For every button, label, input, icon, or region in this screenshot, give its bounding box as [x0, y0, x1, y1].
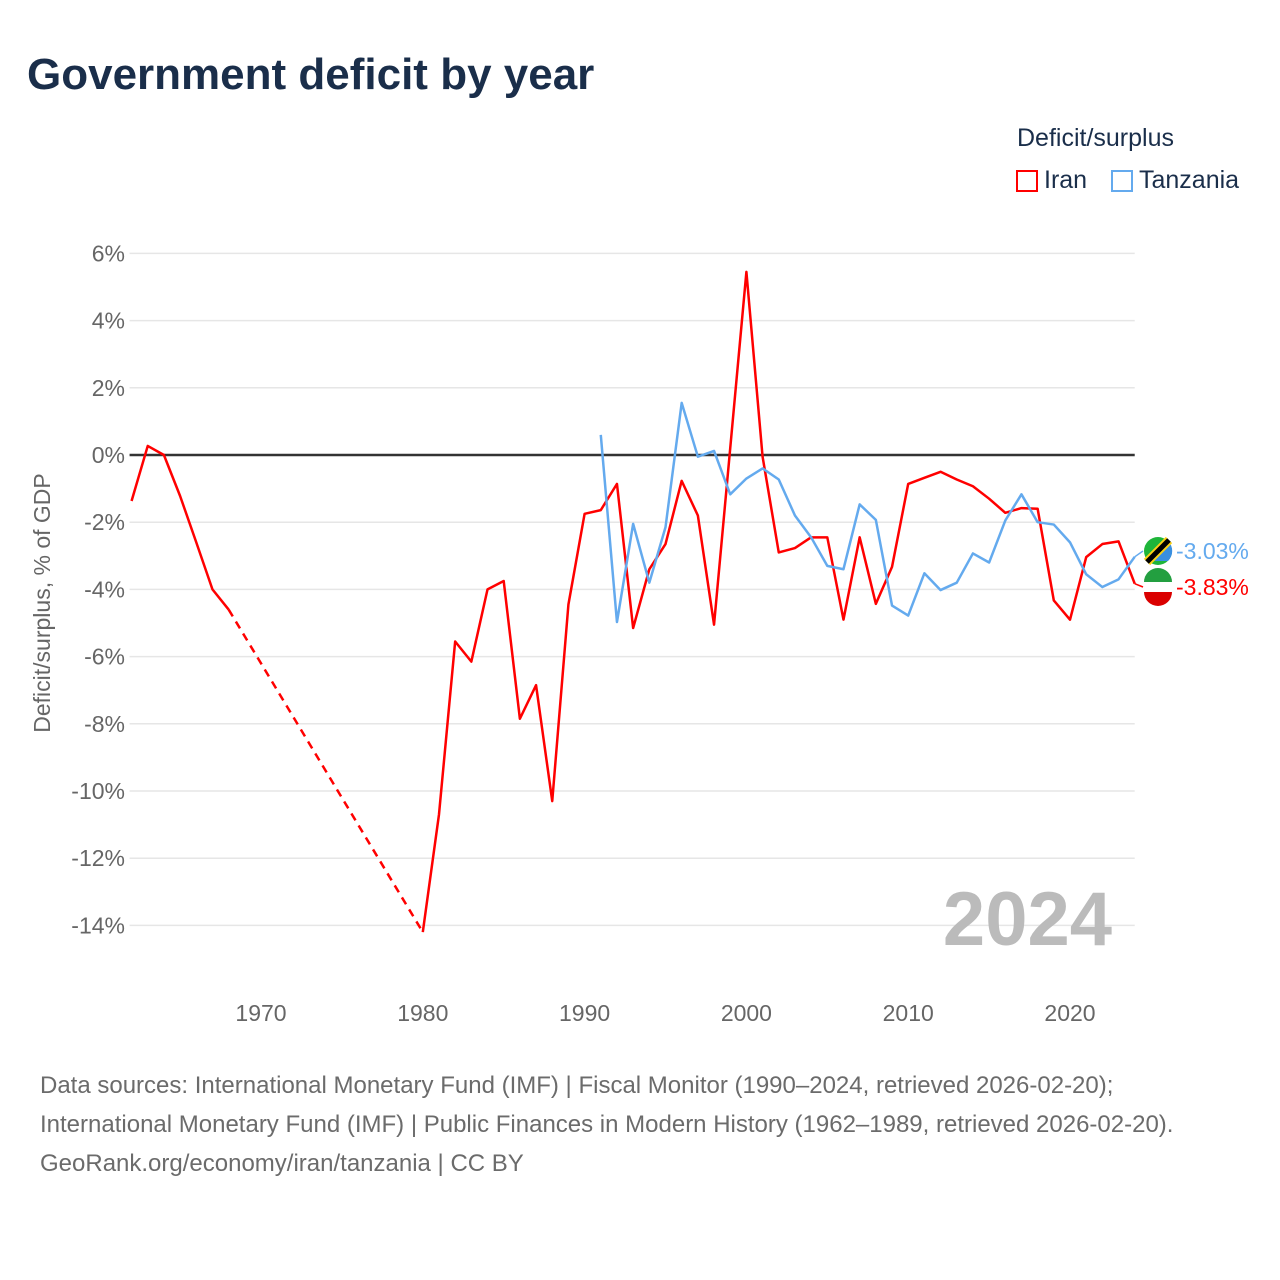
series-line-tanzania — [599, 401, 1136, 624]
x-tick-label: 2010 — [883, 1000, 934, 1026]
legend-label-iran: Iran — [1044, 166, 1088, 194]
chart-title: Government deficit by year — [27, 50, 595, 99]
footer: Data sources: International Monetary Fun… — [40, 1066, 1240, 1183]
legend-item-iran[interactable]: Iran — [1016, 166, 1087, 195]
legend-item-tanzania[interactable]: Tanzania — [1111, 166, 1239, 195]
y-axis-label: Deficit/surplus, % of GDP — [29, 473, 55, 732]
y-tick-label: -14% — [71, 912, 125, 938]
end-label-iran: -3.83% — [1176, 574, 1249, 600]
y-tick-label: 4% — [92, 308, 125, 334]
end-label-connector — [1134, 582, 1144, 588]
y-tick-label: 2% — [92, 375, 125, 401]
x-tick-label: 2000 — [721, 1000, 772, 1026]
series-line-iran — [421, 270, 1136, 933]
y-tick-label: -2% — [84, 509, 125, 535]
y-tick-label: 0% — [92, 442, 125, 468]
y-tick-label: -12% — [71, 845, 125, 871]
y-tick-label: -8% — [84, 711, 125, 737]
y-tick-label: 6% — [92, 240, 125, 266]
year-watermark: 2024 — [943, 877, 1112, 962]
credit-link[interactable]: GeoRank.org/economy/iran/tanzania | CC B… — [40, 1150, 524, 1177]
legend-swatch-iran — [1016, 169, 1038, 192]
legend-label-tanzania: Tanzania — [1139, 166, 1240, 194]
y-tick-label: -10% — [71, 778, 125, 804]
iran-flag-green — [1144, 568, 1172, 582]
x-tick-label: 2020 — [1044, 1000, 1095, 1026]
data-sources: Data sources: International Monetary Fun… — [40, 1072, 1174, 1138]
x-tick-label: 1990 — [559, 1000, 610, 1026]
y-tick-label: -6% — [84, 644, 125, 670]
end-label-tanzania: -3.03% — [1176, 538, 1249, 564]
legend-swatch-tanzania — [1111, 169, 1133, 192]
tanzania-flag-stripe — [1145, 538, 1171, 564]
series-line-iran — [130, 444, 230, 611]
legend-title: Deficit/surplus — [1017, 124, 1174, 152]
iran-flag-red — [1144, 592, 1172, 606]
x-tick-label: 1980 — [397, 1000, 448, 1026]
end-label-connector — [1134, 550, 1144, 558]
y-tick-label: -4% — [84, 576, 125, 602]
series-gap-iran — [227, 608, 424, 933]
x-tick-label: 1970 — [235, 1000, 286, 1026]
line-chart: 6% 4% 2% 0% -2% -4% -6% -8% -10% -12% -14% 1970 1980… — [29, 240, 1249, 1026]
